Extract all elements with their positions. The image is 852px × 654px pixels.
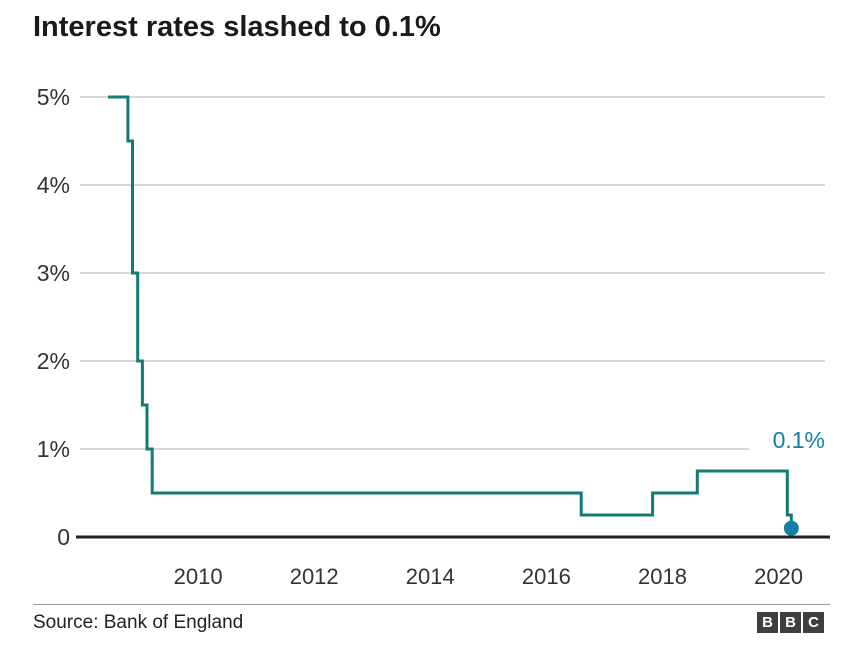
x-tick-label: 2020 — [754, 564, 803, 589]
bbc-logo: B B C — [757, 612, 824, 633]
annotation-backing — [749, 426, 829, 454]
y-tick-label: 4% — [37, 172, 70, 198]
x-tick-label: 2012 — [290, 564, 339, 589]
bbc-logo-block: B — [757, 612, 778, 633]
footer-divider — [33, 604, 830, 605]
endpoint-dot — [783, 520, 799, 536]
chart-title: Interest rates slashed to 0.1% — [33, 11, 441, 43]
bbc-logo-letter: B — [762, 614, 773, 631]
x-tick-label: 2016 — [522, 564, 571, 589]
annotation-label: 0.1% — [773, 427, 825, 453]
bbc-logo-letter: B — [785, 614, 796, 631]
y-tick-label: 2% — [37, 348, 70, 374]
x-tick-label: 2014 — [406, 564, 455, 589]
x-tick-label: 2010 — [174, 564, 223, 589]
source-attribution: Source: Bank of England — [33, 612, 244, 633]
y-tick-label: 1% — [37, 436, 70, 462]
bbc-logo-block: C — [803, 612, 824, 633]
bbc-logo-letter: C — [808, 614, 819, 631]
y-tick-label: 0 — [57, 524, 70, 550]
y-tick-label: 3% — [37, 260, 70, 286]
bbc-logo-block: B — [780, 612, 801, 633]
rate-step-line — [108, 95, 793, 529]
x-tick-label: 2018 — [638, 564, 687, 589]
y-tick-label: 5% — [37, 84, 70, 110]
